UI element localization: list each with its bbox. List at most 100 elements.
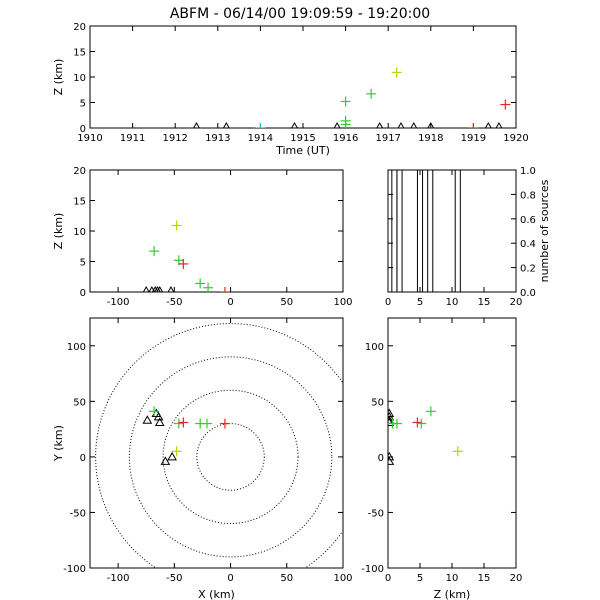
x-tick-label: 50: [280, 297, 293, 308]
x-tick-label: 1917: [375, 133, 400, 144]
x-tick-label: -100: [107, 297, 130, 308]
figure-title: ABFM - 06/14/00 19:09:59 - 19:20:00: [170, 6, 430, 22]
y-axis-label: number of sources: [538, 179, 551, 282]
range-ring: [162, 389, 299, 525]
y-tick-label: 0.2: [520, 264, 536, 275]
x-axis-label: X (km): [198, 588, 235, 600]
source-cross: [171, 446, 182, 457]
y-tick-label: 1.0: [520, 166, 536, 177]
source-cross: [391, 418, 402, 429]
axes-frame: [387, 169, 517, 293]
histogram-bar: [427, 170, 434, 292]
panel-height_y: 0 5 10 15 20 -100 -50 0 50 100 Z (km): [361, 317, 523, 600]
x-tick-label: 50: [280, 573, 293, 584]
y-axis-label: Z (km): [52, 59, 65, 96]
histogram-bar: [396, 170, 403, 292]
source-cross: [255, 123, 266, 128]
x-tick-label: 15: [478, 297, 491, 308]
station-triangle: [410, 121, 418, 128]
source-cross: [149, 246, 160, 257]
x-tick-label: -50: [166, 573, 182, 584]
histogram-bar: [416, 170, 424, 292]
station-triangle: [167, 451, 177, 461]
x-axis-label: Time (UT): [275, 144, 330, 157]
histogram-bar: [454, 170, 461, 292]
y-tick-label: -100: [361, 564, 384, 575]
x-tick-label: 5: [417, 573, 423, 584]
range-ring: [196, 423, 265, 491]
y-tick-label: -100: [63, 564, 86, 575]
x-tick-label: 1910: [77, 133, 102, 144]
x-tick-label: 20: [510, 297, 523, 308]
y-tick-label: 0.4: [520, 239, 536, 250]
data-layer: [388, 406, 463, 465]
y-tick-label: 0.0: [520, 288, 536, 299]
x-tick-label: 0: [385, 573, 391, 584]
source-cross: [195, 278, 206, 289]
data-layer: [391, 170, 461, 292]
source-cross: [149, 406, 160, 417]
y-tick-label: 100: [67, 342, 86, 353]
data-layer: [193, 67, 511, 128]
source-cross: [171, 220, 182, 231]
data-layer: [95, 323, 343, 568]
data-layer: [142, 220, 230, 292]
station-triangle: [154, 285, 161, 292]
station-triangle: [495, 121, 503, 128]
y-tick-label: 0: [378, 453, 384, 464]
station-triangle: [167, 285, 175, 292]
y-tick-label: 5: [80, 258, 86, 269]
x-tick-label: 100: [333, 297, 352, 308]
y-tick-label: 0.6: [520, 215, 536, 226]
axes-frame: [89, 25, 517, 129]
y-tick-label: -50: [368, 508, 384, 519]
source-cross: [452, 446, 463, 457]
station-triangle: [222, 121, 230, 128]
y-tick-label: 0: [80, 124, 86, 135]
y-tick-label: 10: [73, 73, 86, 84]
station-triangle: [388, 456, 395, 465]
station-triangle: [291, 121, 298, 128]
source-cross: [219, 287, 230, 292]
station-triangle: [397, 121, 405, 128]
x-tick-label: 20: [510, 573, 523, 584]
y-tick-label: 15: [73, 197, 86, 208]
x-tick-label: 5: [417, 297, 423, 308]
y-tick-label: 15: [73, 48, 86, 59]
range-ring: [95, 323, 343, 568]
station-triangle: [388, 411, 395, 421]
station-triangle: [427, 121, 435, 128]
x-tick-label: 10: [446, 297, 459, 308]
x-tick-label: 1915: [290, 133, 315, 144]
station-triangle: [142, 285, 150, 292]
y-tick-label: 100: [365, 342, 384, 353]
source-cross: [340, 119, 351, 128]
source-cross: [366, 88, 377, 99]
station-triangle: [148, 285, 156, 292]
range-ring: [128, 356, 333, 558]
x-tick-label: 1916: [333, 133, 358, 144]
station-triangle: [333, 121, 341, 128]
y-axis-label: Z (km): [52, 213, 65, 250]
source-cross: [201, 418, 212, 429]
station-triangle: [154, 417, 165, 426]
x-tick-label: 1918: [418, 133, 443, 144]
x-tick-label: 1911: [120, 133, 145, 144]
y-tick-label: 10: [73, 227, 86, 238]
source-cross: [416, 418, 427, 429]
source-cross: [173, 418, 184, 429]
axes-frame: [387, 317, 517, 569]
y-tick-label: 5: [80, 99, 86, 110]
x-tick-label: 1920: [503, 133, 528, 144]
station-triangle: [193, 121, 200, 128]
source-cross: [178, 258, 189, 269]
x-tick-label: 15: [478, 573, 491, 584]
axes-frame: [89, 169, 344, 293]
x-tick-label: 1913: [205, 133, 230, 144]
station-triangle: [484, 121, 492, 128]
y-axis-label: Y (km): [52, 425, 65, 462]
axes-frame: [89, 317, 344, 569]
y-tick-label: 50: [371, 397, 384, 408]
station-triangle: [156, 285, 164, 292]
source-cross: [425, 406, 436, 417]
